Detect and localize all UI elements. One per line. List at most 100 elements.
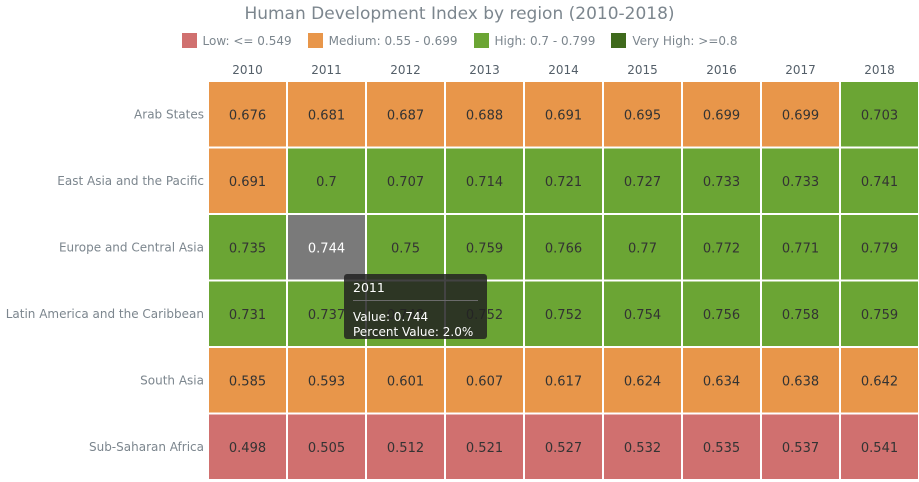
heatmap-cell[interactable] bbox=[760, 346, 841, 415]
cell-value-label: 0.771 bbox=[782, 241, 819, 256]
heatmap-cell[interactable] bbox=[523, 213, 604, 282]
cell-value-label: 0.727 bbox=[624, 175, 661, 190]
heatmap-cell[interactable] bbox=[523, 279, 604, 348]
cell-value-label: 0.521 bbox=[466, 441, 503, 456]
cell-value-label: 0.731 bbox=[229, 308, 266, 323]
cell-value-label: 0.681 bbox=[308, 108, 345, 123]
heatmap-cell[interactable] bbox=[207, 80, 288, 149]
chart-title: Human Development Index by region (2010-… bbox=[244, 4, 675, 24]
legend-swatch-high bbox=[473, 33, 489, 48]
heatmap-cell[interactable] bbox=[444, 412, 525, 481]
x-tick-label: 2018 bbox=[864, 63, 895, 77]
cell-value-label: 0.601 bbox=[387, 374, 424, 389]
cell-value-label: 0.532 bbox=[624, 441, 661, 456]
cell-value-label: 0.733 bbox=[703, 175, 740, 190]
heatmap-cell[interactable] bbox=[681, 146, 762, 215]
legend-label-medium: Medium: 0.55 - 0.699 bbox=[328, 33, 458, 48]
legend-item-low[interactable]: Low: <= 0.549 bbox=[181, 33, 292, 48]
heatmap-cell[interactable] bbox=[602, 346, 683, 415]
cell-value-label: 0.756 bbox=[703, 308, 740, 323]
heatmap-cell[interactable] bbox=[286, 346, 367, 415]
cell-value-label: 0.737 bbox=[308, 308, 345, 323]
x-tick-label: 2013 bbox=[469, 63, 500, 77]
legend-swatch-low bbox=[181, 33, 197, 48]
cell-value-label: 0.735 bbox=[229, 241, 266, 256]
cell-value-label: 0.752 bbox=[545, 308, 582, 323]
cell-value-label: 0.754 bbox=[624, 308, 661, 323]
y-tick-label: Arab States bbox=[134, 107, 204, 121]
legend-swatch-medium bbox=[307, 33, 323, 48]
cell-value-label: 0.744 bbox=[308, 241, 345, 256]
tooltip-title: 2011 bbox=[353, 280, 478, 301]
x-tick-label: 2010 bbox=[232, 63, 263, 77]
cell-value-label: 0.687 bbox=[387, 108, 424, 123]
cell-value-label: 0.607 bbox=[466, 374, 503, 389]
heatmap-cell[interactable] bbox=[602, 412, 683, 481]
cell-value-label: 0.77 bbox=[628, 241, 657, 256]
legend-swatch-very-high bbox=[611, 33, 627, 48]
heatmap-cell[interactable] bbox=[207, 213, 288, 282]
heatmap-cell[interactable] bbox=[602, 213, 683, 282]
heatmap-cell[interactable] bbox=[681, 412, 762, 481]
heatmap-cell[interactable] bbox=[365, 80, 446, 149]
legend-label-low: Low: <= 0.549 bbox=[202, 33, 292, 48]
cell-value-label: 0.714 bbox=[466, 175, 503, 190]
cell-value-label: 0.759 bbox=[861, 308, 898, 323]
heatmap-cell[interactable] bbox=[760, 412, 841, 481]
heatmap-cell[interactable] bbox=[365, 146, 446, 215]
x-tick-label: 2015 bbox=[627, 63, 658, 77]
legend-label-very-high: Very High: >=0.8 bbox=[632, 33, 738, 48]
heatmap-cell[interactable] bbox=[444, 80, 525, 149]
cell-value-label: 0.695 bbox=[624, 108, 661, 123]
cell-value-label: 0.688 bbox=[466, 108, 503, 123]
heatmap-cell[interactable] bbox=[602, 146, 683, 215]
cell-value-label: 0.527 bbox=[545, 441, 582, 456]
x-tick-label: 2016 bbox=[706, 63, 737, 77]
cell-value-label: 0.505 bbox=[308, 441, 345, 456]
x-tick-label: 2014 bbox=[548, 63, 579, 77]
cell-value-label: 0.721 bbox=[545, 175, 582, 190]
cell-value-label: 0.772 bbox=[703, 241, 740, 256]
cell-value-label: 0.498 bbox=[229, 441, 266, 456]
cell-value-label: 0.512 bbox=[387, 441, 424, 456]
tooltip-percent: Percent Value: 2.0% bbox=[353, 325, 474, 339]
y-tick-label: South Asia bbox=[140, 373, 204, 387]
heatmap-cell[interactable] bbox=[839, 346, 919, 415]
cell-value-label: 0.593 bbox=[308, 374, 345, 389]
cell-value-label: 0.541 bbox=[861, 441, 898, 456]
cell-value-label: 0.624 bbox=[624, 374, 661, 389]
cell-value-label: 0.699 bbox=[703, 108, 740, 123]
heatmap-cell[interactable] bbox=[286, 412, 367, 481]
cell-value-label: 0.585 bbox=[229, 374, 266, 389]
legend-item-very-high[interactable]: Very High: >=0.8 bbox=[611, 33, 737, 48]
x-tick-label: 2012 bbox=[390, 63, 421, 77]
cell-value-label: 0.703 bbox=[861, 108, 898, 123]
heatmap-cell[interactable] bbox=[207, 146, 288, 215]
cell-value-label: 0.537 bbox=[782, 441, 819, 456]
cell-value-label: 0.699 bbox=[782, 108, 819, 123]
cell-value-label: 0.638 bbox=[782, 374, 819, 389]
tooltip: 2011 Value: 0.744 Percent Value: 2.0% bbox=[344, 274, 487, 339]
heatmap-cell[interactable] bbox=[523, 346, 604, 415]
legend-label-high: High: 0.7 - 0.799 bbox=[494, 33, 596, 48]
cell-value-label: 0.535 bbox=[703, 441, 740, 456]
heatmap-cell[interactable] bbox=[286, 146, 367, 215]
heatmap-cell[interactable] bbox=[602, 279, 683, 348]
heatmap-cell[interactable] bbox=[839, 412, 919, 481]
heatmap-cell[interactable] bbox=[207, 412, 288, 481]
cell-value-label: 0.7 bbox=[316, 175, 337, 190]
y-tick-label: East Asia and the Pacific bbox=[57, 174, 204, 188]
legend-item-high[interactable]: High: 0.7 - 0.799 bbox=[473, 33, 596, 48]
cell-value-label: 0.779 bbox=[861, 241, 898, 256]
legend-item-medium[interactable]: Medium: 0.55 - 0.699 bbox=[307, 33, 458, 48]
heatmap-cell[interactable] bbox=[365, 412, 446, 481]
heatmap-cell[interactable] bbox=[286, 213, 367, 282]
cell-value-label: 0.617 bbox=[545, 374, 582, 389]
heatmap-cell[interactable] bbox=[839, 213, 919, 282]
y-tick-label: Europe and Central Asia bbox=[59, 240, 204, 254]
cell-value-label: 0.691 bbox=[229, 175, 266, 190]
x-tick-label: 2017 bbox=[785, 63, 816, 77]
heatmap-cell[interactable] bbox=[760, 80, 841, 149]
cell-value-label: 0.758 bbox=[782, 308, 819, 323]
